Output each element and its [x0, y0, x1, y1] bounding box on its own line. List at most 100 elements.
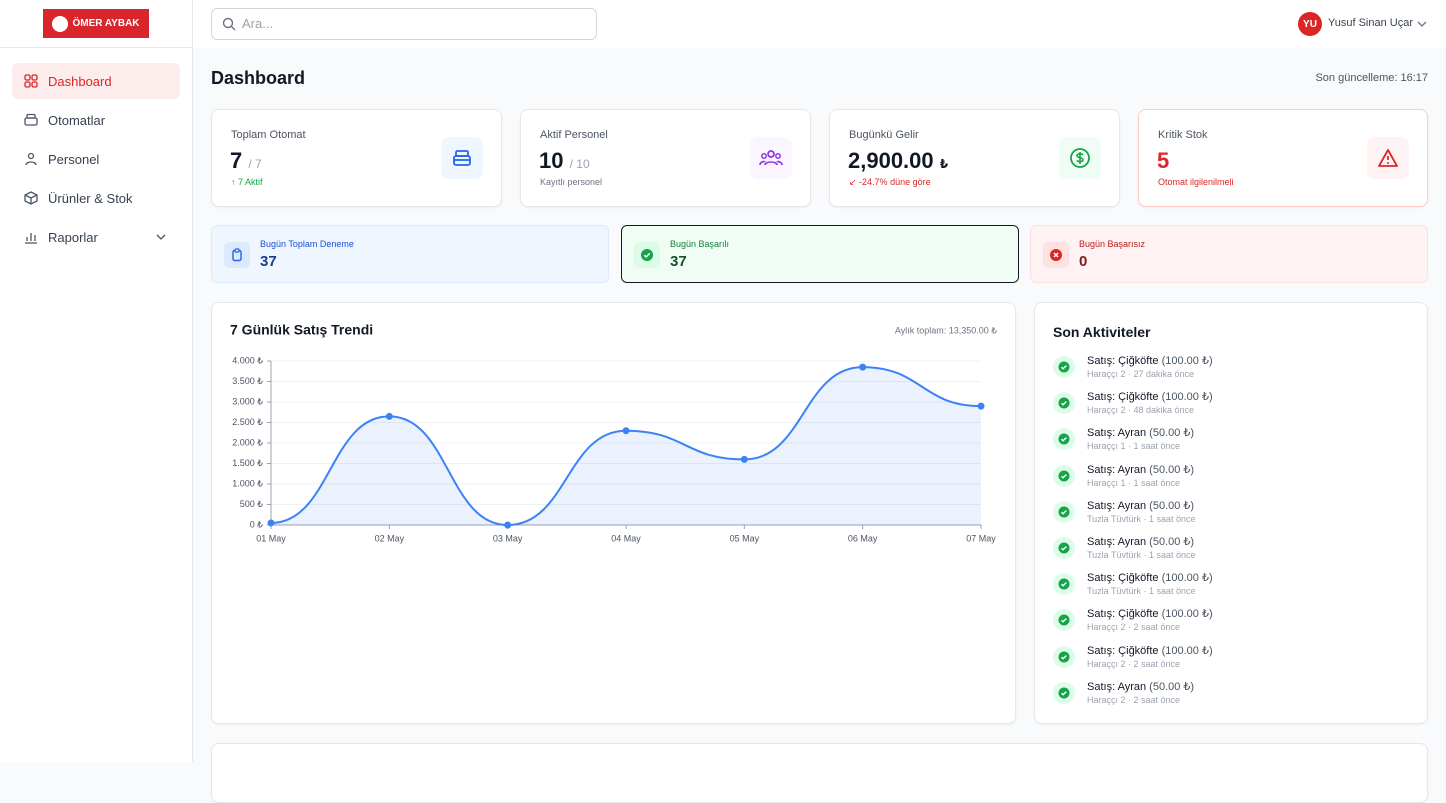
nav-icon: [24, 191, 38, 205]
attempt-value: 0: [1079, 253, 1088, 270]
nav-label: Raporlar: [48, 229, 98, 245]
stat-card: Aktif Personel 10 / 10 Kayıtlı personel: [520, 109, 811, 207]
activity-amount: (50.00 ₺): [1149, 427, 1195, 440]
area: [271, 367, 981, 525]
activity-item: Satış: Çiğköfte (100.00 ₺) Haraççı 2 · 27…: [1053, 354, 1413, 388]
sidebar: ÖMER AYBAK Dashboard Otomatlar Personel Ürü…: [0, 0, 193, 762]
attempt-icon: [224, 242, 250, 268]
activities-card: Son Aktiviteler Satış: Çiğköfte (100.00 …: [1034, 302, 1428, 724]
user-menu-chevron[interactable]: [1417, 20, 1427, 28]
activity-title: Satış: Ayran (50.00 ₺): [1087, 680, 1194, 693]
search-icon: [222, 17, 236, 31]
chart-title: 7 Günlük Satış Trendi: [230, 322, 373, 338]
activity-amount: (100.00 ₺): [1161, 355, 1213, 367]
activity-name: Satış: Ayran: [1087, 427, 1147, 440]
activity-name: Satış: Çiğköfte: [1087, 355, 1159, 367]
activity-icon: [1053, 500, 1075, 523]
activity-title: Satış: Ayran (50.00 ₺): [1087, 535, 1194, 548]
activity-meta: Tuzla Tüvtürk · 1 saat önce: [1087, 513, 1196, 524]
activity-icon: [1053, 681, 1075, 704]
x-tick-label: 01 May: [256, 533, 286, 543]
x-tick-label: 02 May: [375, 533, 405, 543]
activity-meta: Tuzla Tüvtürk · 1 saat önce: [1087, 586, 1196, 597]
user-name[interactable]: Yusuf Sinan Uçar: [1328, 17, 1413, 29]
nav-label: Otomatlar: [48, 112, 106, 128]
activities-title: Son Aktiviteler: [1053, 324, 1151, 340]
nav-label: Ürünler & Stok: [48, 190, 133, 206]
activity-amount: (100.00 ₺): [1161, 572, 1213, 585]
nav-item[interactable]: Raporlar: [12, 219, 180, 255]
stat-number: 7: [230, 148, 243, 173]
activity-meta: Haraççı 2 · 27 dakika önce: [1087, 369, 1195, 379]
y-tick-label: 500 ₺: [240, 499, 264, 509]
point: [859, 363, 867, 371]
stat-note-text: -24.7% düne göre: [859, 177, 931, 187]
activity-icon: [1053, 428, 1075, 451]
nav-label: Personel: [48, 151, 100, 167]
activity-icon: [1053, 573, 1075, 596]
x-tick-label: 07 May: [966, 533, 996, 543]
activity-name: Satış: Ayran: [1087, 680, 1147, 693]
activity-icon: [1053, 537, 1075, 559]
activity-title: Satış: Ayran (50.00 ₺): [1087, 463, 1194, 476]
activity-item: Satış: Çiğköfte (100.00 ₺) Haraççı 2 · 48…: [1053, 390, 1413, 424]
activity-meta: Haraççı 2 · 2 saat önce: [1087, 622, 1181, 633]
nav-item[interactable]: Dashboard: [12, 63, 180, 99]
stat-icon: [1367, 137, 1409, 179]
activity-meta: Haraççı 1 · 1 saat önce: [1087, 477, 1181, 488]
stat-note-text: 7 Aktif: [238, 177, 263, 187]
nav-icon: [25, 233, 37, 244]
activity-amount: (50.00 ₺): [1149, 680, 1195, 693]
point: [977, 402, 985, 410]
activity-amount: (100.00 ₺): [1161, 644, 1213, 657]
nav-item[interactable]: Personel: [12, 141, 180, 177]
attempt-card: Bugün Başarılı 37: [621, 225, 1019, 283]
nav-item[interactable]: Ürünler & Stok: [12, 180, 180, 216]
point: [504, 521, 512, 529]
search-input[interactable]: Ara...: [211, 8, 597, 40]
page-title: Dashboard: [211, 68, 306, 88]
activity-item: Satış: Ayran (50.00 ₺) Haraççı 1 · 1 saat…: [1053, 426, 1413, 460]
divider: [0, 47, 192, 48]
y-tick-label: 2.500 ₺: [232, 417, 263, 427]
logo-text: ÖMER AYBAK: [72, 18, 140, 29]
activity-title: Satış: Çiğköfte (100.00 ₺): [1087, 607, 1213, 620]
activity-amount: (100.00 ₺): [1161, 391, 1213, 404]
activity-title: Satış: Çiğköfte (100.00 ₺): [1087, 390, 1213, 403]
stat-note: ↙ -24.7% düne göre: [849, 177, 931, 187]
activity-name: Satış: Çiğköfte: [1087, 391, 1159, 404]
stat-card: Kritik Stok 5 Otomat ilgilenilmeli: [1138, 109, 1428, 207]
stat-number: 2,900.00: [848, 148, 934, 173]
nav-icon: [24, 113, 38, 126]
nav-chevron: [156, 234, 166, 240]
activity-name: Satış: Ayran: [1087, 499, 1147, 512]
attempt-value: 37: [670, 253, 687, 270]
y-tick-label: 1.000 ₺: [232, 478, 263, 488]
stat-unit: ₺: [939, 157, 949, 171]
stat-value: 2,900.00 ₺: [848, 148, 948, 174]
point: [740, 455, 748, 463]
activity-name: Satış: Çiğköfte: [1087, 608, 1159, 621]
stat-note: ↑ 7 Aktif: [231, 177, 263, 187]
activity-name: Satış: Ayran: [1087, 536, 1147, 548]
stat-label: Toplam Otomat: [231, 129, 306, 141]
stat-icon: [441, 137, 483, 179]
x-tick-label: 05 May: [730, 533, 760, 543]
activity-title: Satış: Ayran (50.00 ₺): [1087, 499, 1194, 512]
attempt-icon: [1043, 242, 1069, 268]
logo[interactable]: ÖMER AYBAK: [43, 9, 149, 38]
stat-value: 5: [1157, 148, 1170, 173]
attempt-icon: [634, 242, 660, 268]
user-avatar[interactable]: YU: [1298, 12, 1322, 36]
activity-icon: [1053, 464, 1075, 487]
nav-icon: [24, 74, 38, 88]
activity-amount: (50.00 ₺): [1149, 463, 1195, 476]
stat-label: Kritik Stok: [1158, 129, 1208, 141]
nav-item[interactable]: Otomatlar: [12, 102, 180, 138]
activity-amount: (100.00 ₺): [1161, 608, 1213, 621]
point: [385, 412, 393, 420]
stat-note: Kayıtlı personel: [540, 177, 603, 187]
activity-name: Satış: Çiğköfte: [1087, 644, 1159, 657]
search-placeholder: Ara...: [242, 16, 274, 31]
